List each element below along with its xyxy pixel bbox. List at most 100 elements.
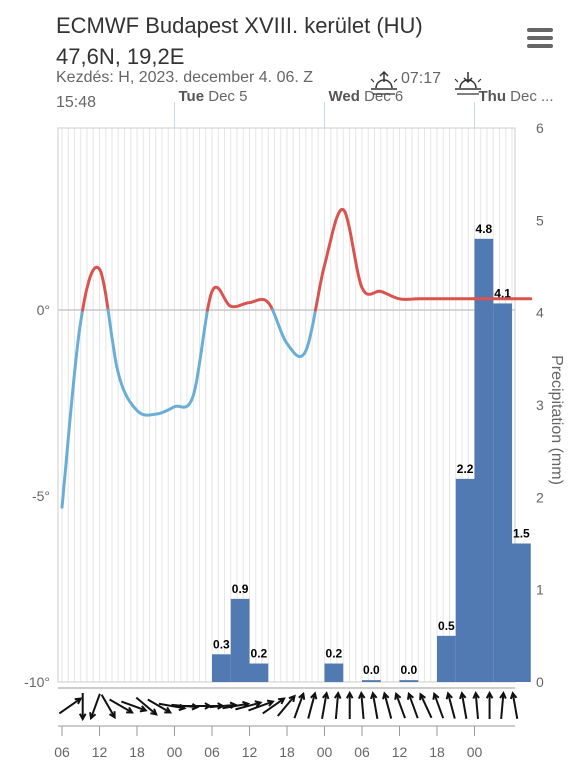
y2-tick-label: 4 (536, 305, 544, 321)
precip-bar (230, 598, 250, 682)
coordinates: 47,6N, 19,2E (56, 44, 185, 69)
y-tick-label: -10° (24, 674, 50, 690)
precip-bar (474, 238, 494, 683)
plot-border (57, 127, 516, 683)
x-tick-label: 00 (317, 744, 333, 760)
hamburger-menu-icon[interactable] (527, 28, 553, 50)
precip-bar (212, 654, 231, 682)
y2-tick-label: 5 (536, 212, 544, 228)
wind-arrow (459, 691, 468, 719)
precip-value-label: 0.2 (251, 647, 268, 661)
temperature-line-below-zero (106, 308, 209, 417)
y2-axis-label: Precipitation (mm) (548, 355, 565, 485)
day-name: Tue (179, 88, 209, 105)
day-name: Wed (329, 88, 365, 105)
wind-arrow (277, 694, 296, 717)
precip-value-label: 1.5 (513, 527, 530, 541)
page-title: ECMWF Budapest XVIII. kerület (HU) (56, 13, 423, 38)
wind-arrow (485, 690, 494, 719)
wind-arrow (135, 696, 158, 716)
sunrise-time: 07:17 (401, 70, 441, 87)
temperature-line-below-zero (271, 308, 317, 359)
precip-value-label: 4.8 (476, 222, 493, 236)
day-date: Dec 5 (208, 88, 247, 105)
wind-arrow (321, 691, 330, 719)
temperature-line-above-zero (81, 265, 110, 312)
day-name: Thu (479, 88, 511, 105)
precip-bar (362, 680, 381, 682)
wind-arrow (406, 691, 419, 719)
precip-bar (399, 680, 419, 682)
wind-arrow (357, 690, 366, 720)
wind-arrow (345, 690, 354, 719)
precip-bar (249, 663, 269, 682)
wind-arrow (445, 691, 456, 719)
wind-arrow (370, 691, 379, 719)
x-tick-label: 06 (354, 744, 370, 760)
wind-arrow (472, 690, 480, 720)
day-label: Wed Dec 6 (329, 88, 404, 105)
wind-arrow (333, 690, 342, 720)
x-tick-label: 18 (129, 744, 145, 760)
x-tick-label: 12 (92, 744, 108, 760)
day-label: Thu Dec ... (479, 88, 554, 105)
wind-arrow (58, 697, 83, 715)
precip-value-label: 0.9 (232, 582, 249, 596)
sunrise-icon (370, 70, 398, 95)
wind-arrow (89, 693, 101, 721)
y2-tick-label: 1 (536, 582, 544, 598)
y2-tick-label: 0 (536, 674, 544, 690)
wind-arrow (382, 691, 393, 719)
x-tick-label: 00 (467, 744, 483, 760)
wind-arrow (235, 700, 263, 711)
temperature-line-above-zero (314, 207, 533, 312)
sunset-icon (454, 72, 482, 95)
wind-arrow (432, 691, 445, 719)
wind-arrow (419, 692, 433, 719)
wind-arrow (509, 691, 519, 719)
y-tick-label: -5° (32, 488, 50, 504)
precip-bar (437, 635, 456, 682)
precip-value-label: 4.1 (494, 286, 511, 300)
day-date: Dec ... (510, 88, 553, 105)
temperature-line-above-zero (206, 285, 275, 312)
precip-value-label: 2.2 (457, 462, 474, 476)
x-tick-label: 12 (392, 744, 408, 760)
day-label: Tue Dec 5 (179, 88, 248, 105)
day-date: Dec 6 (364, 88, 403, 105)
wind-arrow (147, 698, 173, 714)
precip-bar (512, 543, 531, 682)
wind-arrow (499, 690, 507, 720)
wind-arrow (109, 698, 134, 714)
wind-arrow (248, 699, 275, 712)
y2-tick-label: 3 (536, 397, 544, 413)
x-tick-label: 06 (204, 744, 220, 760)
wind-arrow (121, 700, 148, 713)
precip-bar (324, 663, 344, 682)
wind-arrow (262, 697, 286, 715)
x-tick-label: 12 (242, 744, 258, 760)
precip-bar (493, 303, 512, 682)
x-tick-label: 06 (54, 744, 70, 760)
temperature-line-below-zero (60, 308, 85, 509)
y2-tick-label: 6 (536, 120, 544, 136)
sunset-time: 15:48 (56, 94, 97, 111)
wind-arrow (100, 694, 116, 720)
x-tick-label: 00 (167, 744, 183, 760)
forecast-start: Kezdés: H, 2023. december 4. 06. Z (56, 69, 314, 86)
y-tick-label: 0° (37, 302, 50, 318)
wind-arrow (307, 691, 318, 719)
y2-tick-label: 2 (536, 489, 544, 505)
precip-bar (455, 478, 475, 682)
precip-value-label: 0.2 (326, 647, 343, 661)
precip-value-label: 0.3 (213, 637, 230, 651)
precip-value-label: 0.0 (401, 663, 418, 677)
wind-arrow (293, 691, 306, 719)
x-tick-label: 18 (279, 744, 295, 760)
x-tick-label: 18 (429, 744, 445, 760)
wind-arrow (78, 693, 87, 722)
precip-value-label: 0.0 (363, 663, 380, 677)
precip-value-label: 0.5 (438, 619, 455, 633)
wind-arrow (394, 691, 406, 719)
